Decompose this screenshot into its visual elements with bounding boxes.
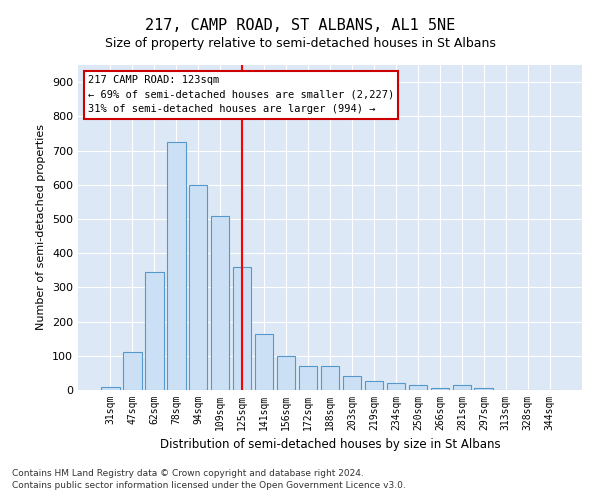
Bar [365,382,383,390]
Bar [233,267,251,390]
Bar [320,366,340,390]
Bar [475,388,493,390]
Bar [123,352,142,390]
Bar [343,376,361,390]
Y-axis label: Number of semi-detached properties: Number of semi-detached properties [37,124,46,330]
Text: 217, CAMP ROAD, ST ALBANS, AL1 5NE: 217, CAMP ROAD, ST ALBANS, AL1 5NE [145,18,455,32]
Bar [145,272,164,390]
Bar [167,142,185,390]
Bar [431,388,449,390]
Text: Contains HM Land Registry data © Crown copyright and database right 2024.: Contains HM Land Registry data © Crown c… [12,468,364,477]
Bar [452,385,471,390]
Text: Contains public sector information licensed under the Open Government Licence v3: Contains public sector information licen… [12,481,406,490]
Bar [299,366,317,390]
Bar [277,356,295,390]
Bar [211,216,229,390]
X-axis label: Distribution of semi-detached houses by size in St Albans: Distribution of semi-detached houses by … [160,438,500,452]
Bar [409,385,427,390]
Bar [386,383,405,390]
Bar [255,334,274,390]
Bar [189,184,208,390]
Text: 217 CAMP ROAD: 123sqm
← 69% of semi-detached houses are smaller (2,227)
31% of s: 217 CAMP ROAD: 123sqm ← 69% of semi-deta… [88,74,394,114]
Text: Size of property relative to semi-detached houses in St Albans: Size of property relative to semi-detach… [104,38,496,51]
Bar [101,386,119,390]
